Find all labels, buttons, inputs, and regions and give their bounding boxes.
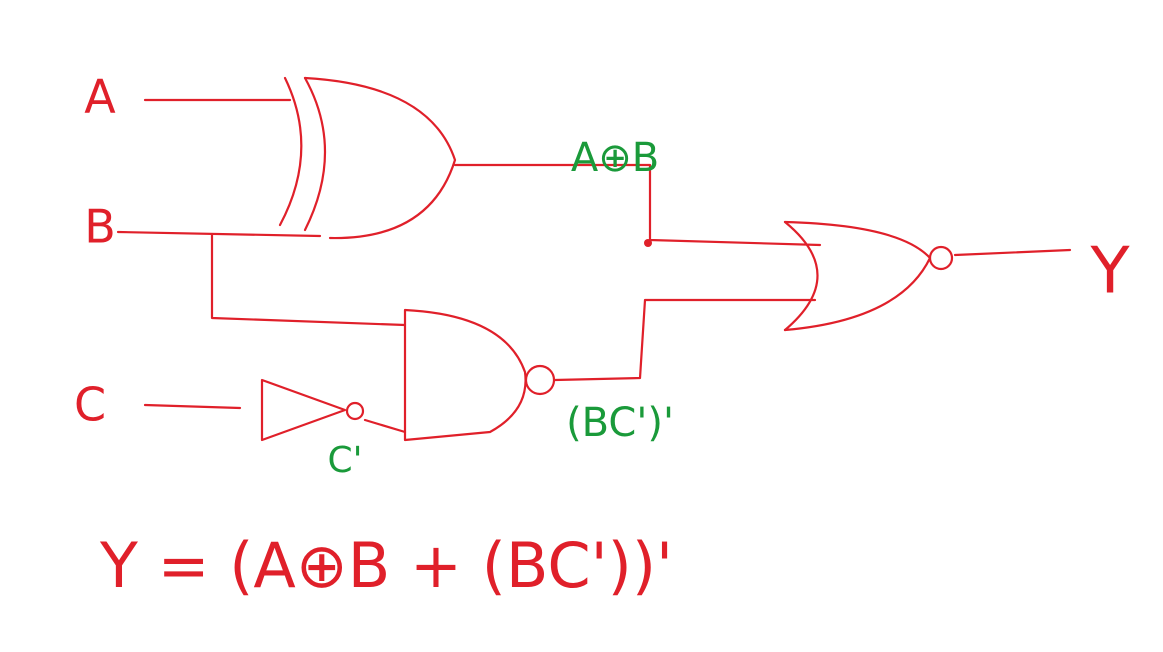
xor-gate xyxy=(278,76,457,240)
equation: Y = (A⊕B + (BC'))' xyxy=(99,529,673,602)
nand-gate xyxy=(403,308,556,442)
signal-label: C' xyxy=(327,440,362,481)
input-label: C xyxy=(74,378,106,432)
nor-gate xyxy=(644,220,954,332)
not-gate xyxy=(260,378,365,442)
signal-label: (BC')' xyxy=(566,400,674,446)
wires xyxy=(116,98,1072,434)
signal-label: A⊕B xyxy=(571,135,659,181)
output-label: Y xyxy=(1089,235,1130,309)
input-label: A xyxy=(84,70,116,124)
input-label: B xyxy=(84,200,116,254)
